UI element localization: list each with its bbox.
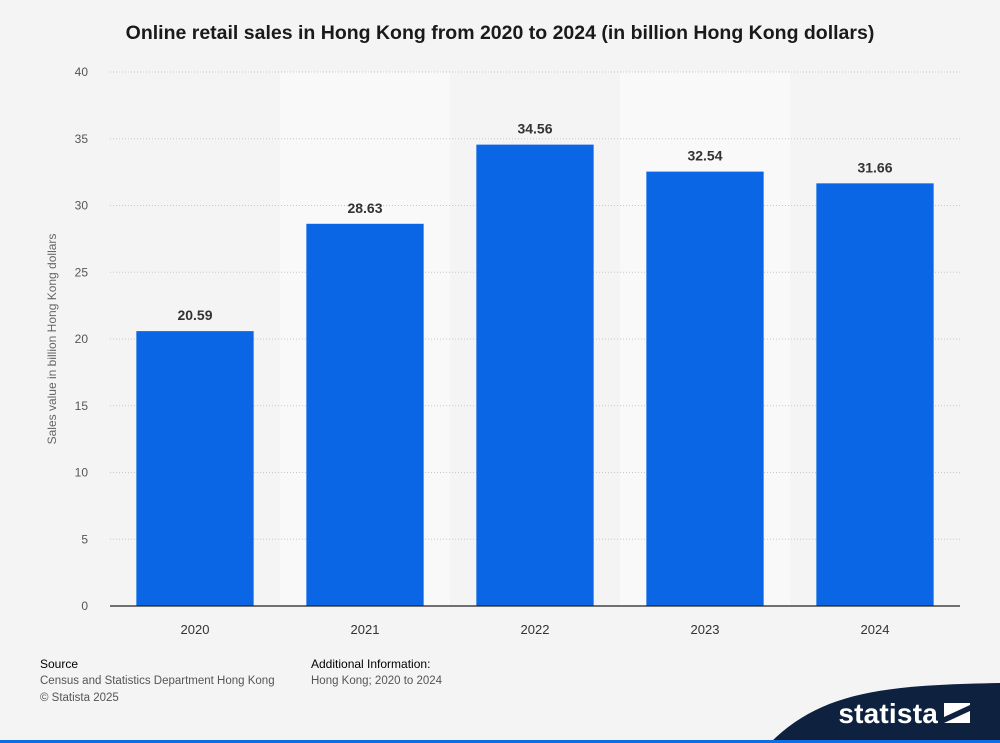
y-tick-5: 5 (81, 532, 88, 546)
source-heading: Source (40, 657, 79, 671)
y-tick-40: 40 (75, 65, 89, 79)
x-tick-2023: 2023 (691, 622, 720, 637)
y-axis-ticks: 0 5 10 15 20 25 30 35 40 (75, 65, 89, 613)
y-tick-20: 20 (75, 332, 89, 346)
bar-2024[interactable] (816, 183, 934, 607)
chart-title: Online retail sales in Hong Kong from 20… (125, 22, 875, 44)
y-tick-0: 0 (81, 599, 88, 613)
bar-2023[interactable] (646, 171, 764, 606)
y-tick-15: 15 (75, 399, 89, 413)
info-line: Hong Kong; 2020 to 2024 (311, 675, 443, 687)
y-tick-25: 25 (75, 265, 89, 279)
source-block: Source Census and Statistics Department … (40, 656, 275, 707)
additional-info-block: Additional Information: Hong Kong; 2020 … (311, 656, 442, 690)
x-tick-2021: 2021 (351, 622, 380, 637)
bar-2022[interactable] (476, 144, 594, 606)
x-tick-2022: 2022 (521, 622, 550, 637)
statista-logo-icon (944, 703, 970, 723)
bars (136, 144, 934, 607)
value-labels: 20.59 28.63 34.56 32.54 31.66 (177, 121, 892, 323)
bottom-rule (0, 740, 1000, 743)
y-axis-label: Sales value in billion Hong Kong dollars (45, 234, 59, 445)
value-label-2024: 31.66 (857, 159, 892, 175)
x-tick-2020: 2020 (181, 622, 210, 637)
source-line[interactable]: Census and Statistics Department Hong Ko… (40, 675, 275, 687)
value-label-2023: 32.54 (687, 148, 722, 164)
bar-chart: 0 5 10 15 20 25 30 35 40 20.59 28.63 34.56 32.54 31.… (45, 65, 960, 637)
copyright-line: © Statista 2025 (40, 692, 119, 704)
y-tick-30: 30 (75, 199, 89, 213)
info-heading[interactable]: Additional Information: (311, 657, 431, 671)
y-tick-10: 10 (75, 466, 89, 480)
x-axis-ticks: 2020 2021 2022 2023 2024 (181, 622, 890, 637)
bar-2021[interactable] (306, 223, 424, 607)
value-label-2021: 28.63 (347, 200, 382, 216)
brand-band (770, 683, 1000, 743)
x-tick-2024: 2024 (861, 622, 890, 637)
value-label-2020: 20.59 (177, 307, 212, 323)
y-tick-35: 35 (75, 132, 89, 146)
value-label-2022: 34.56 (517, 121, 552, 137)
statista-logo-text[interactable]: statista (838, 698, 938, 729)
bar-2020[interactable] (136, 331, 254, 606)
